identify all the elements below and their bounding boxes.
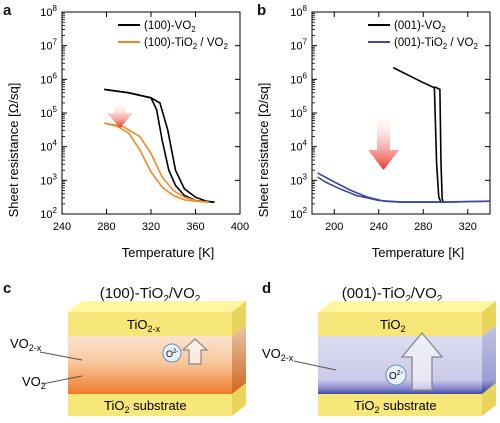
x-tick-label-b: 200 bbox=[325, 221, 343, 233]
leader-vo2-c bbox=[41, 375, 83, 385]
schematic-d: TiO2 TiO2 substrate VO2-x O2- bbox=[262, 301, 496, 416]
series-line-a-1-0 bbox=[104, 122, 209, 203]
side-face-c bbox=[232, 301, 246, 336]
y-tick-label-b: 107 bbox=[290, 38, 307, 53]
series-line-b-0-1 bbox=[434, 85, 445, 203]
schematic-title-d: (001)-TiO2/VO2 bbox=[341, 285, 443, 305]
vo2x-label-c: VO2-x bbox=[10, 336, 42, 353]
vo2-label-c: VO2 bbox=[22, 374, 46, 391]
panel-label-a: a bbox=[3, 2, 12, 19]
x-tick-label-b: 240 bbox=[370, 221, 388, 233]
up-arrow-d bbox=[400, 331, 444, 391]
red-arrow-a bbox=[107, 101, 133, 128]
y-tick-label-a: 105 bbox=[40, 105, 57, 120]
y-tick-label-b: 106 bbox=[290, 71, 307, 86]
x-tick-label-a: 240 bbox=[53, 221, 71, 233]
schematic-title-c: (100)-TiO2/VO2 bbox=[99, 285, 201, 305]
y-tick-label-a: 103 bbox=[40, 172, 57, 187]
y-axis-label-a: Sheet resistance [Ω/sq] bbox=[6, 83, 21, 218]
y-tick-label-a: 104 bbox=[40, 139, 57, 154]
x-tick-label-b: 320 bbox=[459, 221, 477, 233]
y-tick-label-b: 105 bbox=[290, 105, 307, 120]
oxygen-ion-label-c: O2- bbox=[166, 349, 178, 359]
up-arrow-c bbox=[181, 338, 209, 365]
panel-label-d: d bbox=[262, 280, 272, 297]
panel-label-b: b bbox=[257, 2, 267, 19]
x-tick-label-a: 280 bbox=[97, 221, 115, 233]
series-line-b-1-1 bbox=[317, 176, 491, 203]
x-axis-label-a: Temperature [K] bbox=[122, 245, 215, 260]
legend-label-b-1: (001)-TiO2 / VO2 bbox=[394, 37, 478, 51]
series-line-a-1-1 bbox=[104, 122, 209, 203]
oxygen-ion-c bbox=[162, 343, 182, 363]
y-tick-label-a: 107 bbox=[40, 38, 57, 53]
substrate-layer-c bbox=[68, 394, 232, 416]
panel-label-c: c bbox=[3, 280, 12, 297]
y-tick-label-b: 108 bbox=[290, 4, 307, 19]
y-tick-label-b: 104 bbox=[290, 139, 307, 154]
tio2x-label-c: TiO2-x bbox=[127, 317, 160, 334]
legend-label-a-0: (100)-VO2 bbox=[144, 20, 196, 34]
substrate-label-c: TiO2 substrate bbox=[104, 398, 187, 415]
vo2x-label-d: VO2-x bbox=[262, 346, 294, 363]
x-axis-label-b: Temperature [K] bbox=[372, 245, 465, 260]
x-tick-label-a: 400 bbox=[231, 221, 249, 233]
side-face-d bbox=[482, 301, 496, 336]
chart-a: 102 103 104 105 106 107 108 240 280 320 360 400 (10… bbox=[6, 4, 249, 260]
legend-a: (100)-VO2 (100)-TiO2 / VO2 bbox=[118, 20, 228, 51]
tio2-label-d: TiO2 bbox=[380, 317, 405, 334]
x-tick-label-a: 360 bbox=[186, 221, 204, 233]
leader-vo2x-d bbox=[293, 360, 337, 371]
vo2-layer-c bbox=[68, 336, 232, 394]
y-axis-label-b: Sheet resistance [Ω/sq] bbox=[256, 83, 271, 218]
leader-vo2x-c bbox=[39, 351, 83, 361]
oxygen-ion-label-d: O2- bbox=[389, 370, 404, 382]
y-tick-label-b: 102 bbox=[290, 206, 307, 221]
legend-label-b-0: (001)-VO2 bbox=[394, 20, 446, 34]
x-tick-label-a: 320 bbox=[142, 221, 160, 233]
series-line-b-1-0 bbox=[317, 172, 491, 203]
red-arrow-b bbox=[368, 110, 399, 170]
tio2x-layer-c bbox=[68, 312, 232, 336]
y-tick-label-a: 106 bbox=[40, 71, 57, 86]
tio2-layer-d bbox=[318, 312, 482, 336]
y-tick-label-a: 108 bbox=[40, 4, 57, 19]
y-tick-label-b: 103 bbox=[290, 172, 307, 187]
schematic-c: TiO2-x TiO2 substrate VO2-x VO2 O2- bbox=[10, 301, 246, 416]
top-face-c bbox=[68, 301, 246, 312]
y-tick-label-a: 102 bbox=[40, 206, 57, 221]
series-line-a-0-1 bbox=[104, 88, 215, 203]
chart-b: 102 103 104 105 106 107 108 200 240 280 320 (001)-… bbox=[256, 4, 491, 260]
x-tick-label-b: 280 bbox=[414, 221, 432, 233]
substrate-label-d: TiO2 substrate bbox=[354, 398, 437, 415]
substrate-layer-d bbox=[318, 394, 482, 416]
oxygen-ion-d bbox=[385, 364, 407, 386]
vo2x-layer-d bbox=[318, 336, 482, 394]
legend-label-a-1: (100)-TiO2 / VO2 bbox=[144, 37, 228, 51]
top-face-d bbox=[318, 301, 496, 312]
legend-b: (001)-VO2 (001)-TiO2 / VO2 bbox=[368, 20, 478, 51]
